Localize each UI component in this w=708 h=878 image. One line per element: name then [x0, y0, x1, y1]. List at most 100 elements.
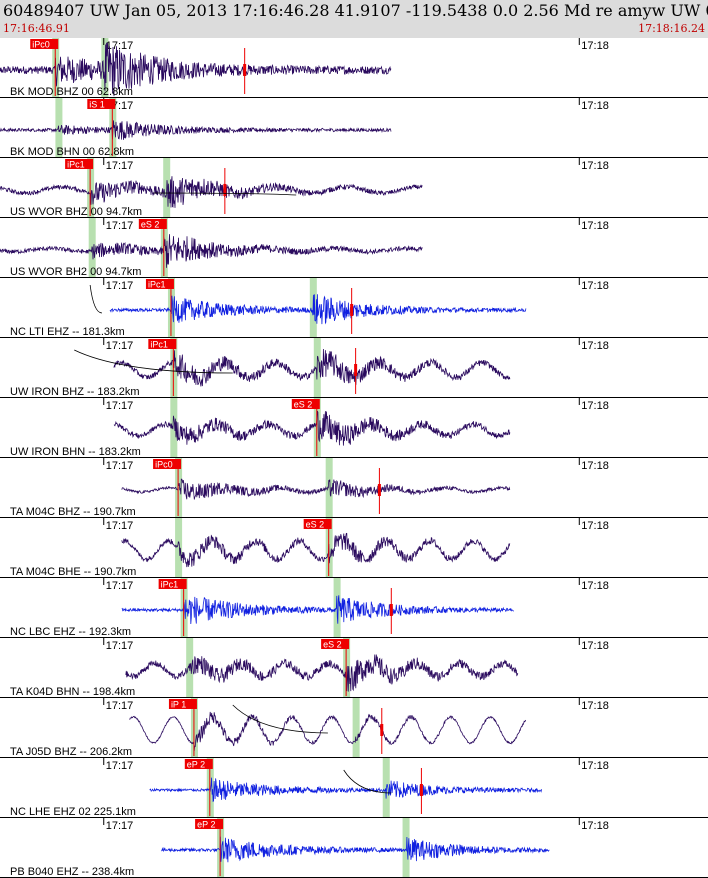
- time-tick-label: 17:17: [106, 520, 134, 532]
- trace-row: 17:17 17:18 eS 2 TA K04D BHN -- 198.4km: [0, 638, 708, 698]
- waveform: [113, 348, 511, 387]
- time-tick-label: 17:17: [106, 580, 134, 592]
- trace-row: 17:17 17:18 eS 2 US WVOR BH2 00 94.7km: [0, 218, 708, 278]
- travel-time-curve: [153, 192, 297, 196]
- station-label: NC LHE EHZ 02 225.1km: [10, 806, 136, 818]
- trace-row: 17:17 17:18 iPc1 NC LTI EHZ -- 181.3km: [0, 278, 708, 338]
- time-tick-label: 17:17: [106, 160, 134, 172]
- time-tick-label: 17:18: [581, 820, 609, 832]
- amplitude-mark: [223, 184, 227, 196]
- pick-box: [145, 279, 174, 289]
- pick-box: [321, 639, 350, 649]
- pick-window: [402, 818, 410, 878]
- amplitude-mark: [419, 784, 423, 796]
- station-label: UW IRON BHZ -- 183.2km: [10, 386, 140, 398]
- pick-box: [65, 159, 94, 169]
- time-tick-label: 17:18: [581, 520, 609, 532]
- amplitude-mark: [243, 64, 247, 76]
- amplitude-mark: [389, 604, 393, 616]
- station-label: US WVOR BH2 00 94.7km: [10, 266, 141, 278]
- time-tick-label: 17:18: [581, 220, 609, 232]
- trace-row: 17:17 17:18 iPc1 US WVOR BHZ 00 94.7km: [0, 158, 708, 218]
- pick-label: iS 1: [89, 100, 105, 110]
- pick-label: iPc1: [161, 580, 179, 590]
- station-label: US WVOR BHZ 00 94.7km: [10, 206, 142, 218]
- time-tick-label: 17:18: [581, 640, 609, 652]
- time-tick-label: 17:17: [106, 280, 134, 292]
- amplitude-mark: [380, 724, 384, 736]
- time-tick-label: 17:18: [581, 100, 609, 112]
- end-time: 17:18:16.24: [638, 22, 705, 35]
- time-tick-label: 17:18: [581, 340, 609, 352]
- time-tick-label: 17:17: [106, 700, 134, 712]
- trace-row: 17:17 17:18 iPc1 UW IRON BHZ -- 183.2km: [0, 338, 708, 398]
- waveform: [121, 532, 511, 568]
- amplitude-mark: [350, 304, 354, 316]
- trace-row: 17:17 17:18 eS 2 TA M04C BHE -- 190.7km: [0, 518, 708, 578]
- time-tick-label: 17:17: [106, 220, 134, 232]
- pick-label: iPc1: [148, 280, 166, 290]
- time-tick-label: 17:17: [106, 760, 134, 772]
- trace-row: 17:17 17:18 iP 1 TA J05D BHZ -- 206.2km: [0, 698, 708, 758]
- waveform: [121, 478, 511, 500]
- pick-label: iPc0: [155, 460, 173, 470]
- trace-row: 17:17 17:18 eP 2 NC LHE EHZ 02 225.1km: [0, 758, 708, 818]
- pick-label: eS 2: [141, 220, 160, 230]
- time-tick-label: 17:18: [581, 460, 609, 472]
- station-label: TA M04C BHE -- 190.7km: [10, 566, 136, 578]
- event-title: 60489407 UW Jan 05, 2013 17:16:46.28 41.…: [3, 1, 708, 20]
- pick-box: [87, 99, 116, 109]
- trace-row: 17:17 17:18 iPc0 TA M04C BHZ -- 190.7km: [0, 458, 708, 518]
- time-tick-label: 17:18: [581, 160, 609, 172]
- pick-label: iP 1: [171, 700, 186, 710]
- pick-label: iPc0: [32, 40, 50, 50]
- pick-label: eP 2: [187, 760, 205, 770]
- station-label: BK MOD BHZ 00 62.8km: [10, 86, 133, 98]
- pick-window: [352, 698, 360, 758]
- station-label: UW IRON BHN -- 183.2km: [10, 446, 141, 458]
- time-tick-label: 17:17: [106, 820, 134, 832]
- station-label: NC LBC EHZ -- 192.3km: [10, 626, 131, 638]
- waveform: [125, 654, 519, 692]
- pick-box: [184, 759, 213, 769]
- pick-label: eS 2: [294, 400, 313, 410]
- waveform: [0, 176, 423, 208]
- amplitude-mark: [354, 364, 358, 376]
- time-tick-label: 17:18: [581, 760, 609, 772]
- pick-label: iPc1: [150, 340, 168, 350]
- waveform: [0, 42, 392, 97]
- time-tick-label: 17:17: [106, 640, 134, 652]
- time-tick-label: 17:17: [106, 460, 134, 472]
- time-tick-label: 17:17: [106, 400, 134, 412]
- pick-box: [153, 459, 182, 469]
- time-tick-label: 17:18: [581, 400, 609, 412]
- station-label: TA M04C BHZ -- 190.7km: [10, 506, 136, 518]
- pick-window: [170, 398, 178, 458]
- pick-box: [148, 339, 177, 349]
- trace-row: 17:17 17:18 eS 2 UW IRON BHN -- 183.2km: [0, 398, 708, 458]
- pick-box: [195, 819, 224, 829]
- pick-box: [168, 699, 197, 709]
- pick-box: [30, 39, 59, 49]
- pick-label: eS 2: [306, 520, 325, 530]
- pick-box: [291, 399, 320, 409]
- pick-label: iPc1: [67, 160, 85, 170]
- travel-time-curve: [74, 349, 233, 374]
- waveform: [121, 595, 514, 625]
- travel-time-curve: [343, 769, 392, 794]
- station-label: TA K04D BHN -- 198.4km: [10, 686, 135, 698]
- amplitude-mark: [377, 484, 381, 496]
- pick-window: [325, 458, 333, 518]
- trace-row: 17:17 17:18 eP 2 PB B040 EHZ -- 238.4km: [0, 818, 708, 878]
- waveform: [149, 777, 542, 803]
- start-time: 17:16:46.91: [3, 22, 70, 35]
- time-tick-label: 17:18: [581, 700, 609, 712]
- pick-box: [158, 579, 187, 589]
- time-tick-label: 17:18: [581, 280, 609, 292]
- station-label: NC LTI EHZ -- 181.3km: [10, 326, 125, 338]
- travel-time-curve: [89, 284, 103, 314]
- time-tick-label: 17:18: [581, 40, 609, 52]
